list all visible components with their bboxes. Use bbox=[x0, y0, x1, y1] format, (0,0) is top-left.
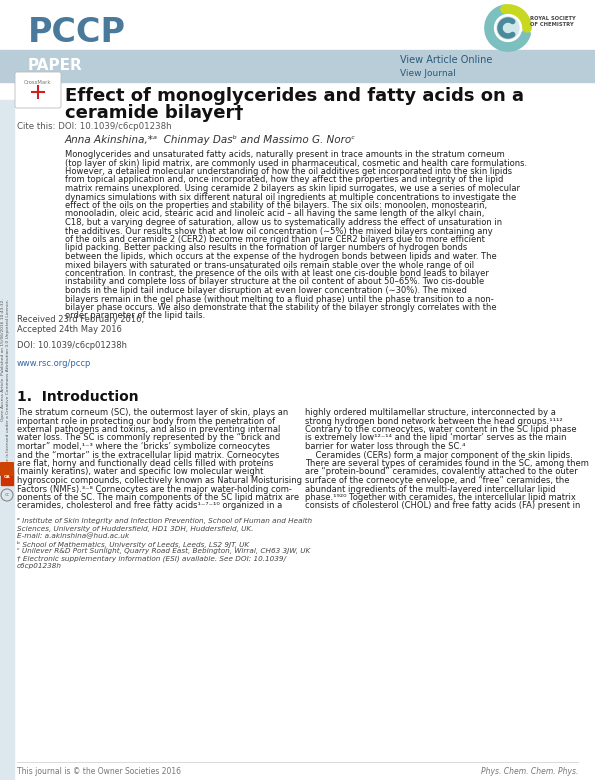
Bar bbox=[1, 469, 13, 485]
Text: This article is licensed under a Creative Commons Attribution 3.0 Unported Licen: This article is licensed under a Creativ… bbox=[7, 298, 11, 482]
Text: View Article Online: View Article Online bbox=[400, 55, 493, 66]
Text: are flat, horny and functionally dead cells filled with proteins: are flat, horny and functionally dead ce… bbox=[17, 459, 274, 468]
Text: and the “mortar” is the extracellular lipid matrix. Corneocytes: and the “mortar” is the extracellular li… bbox=[17, 451, 280, 459]
Text: E-mail: a.akinshina@hud.ac.uk: E-mail: a.akinshina@hud.ac.uk bbox=[17, 533, 129, 540]
Text: instability and complete loss of bilayer structure at the oil content of about 5: instability and complete loss of bilayer… bbox=[65, 278, 484, 286]
Text: View Journal: View Journal bbox=[400, 69, 456, 77]
Text: matrix remains unexplored. Using ceramide 2 bilayers as skin lipid surrogates, w: matrix remains unexplored. Using ceramid… bbox=[65, 184, 520, 193]
Text: This journal is © the Owner Societies 2016: This journal is © the Owner Societies 20… bbox=[17, 767, 181, 776]
Bar bbox=[0, 100, 14, 780]
Text: from topical application and, once incorporated, how they affect the properties : from topical application and, once incor… bbox=[65, 176, 503, 185]
Text: are “protein-bound” ceramides, covalently attached to the outer: are “protein-bound” ceramides, covalentl… bbox=[305, 467, 578, 477]
Bar bbox=[0, 50, 595, 82]
Text: mixed bilayers with saturated or trans-unsaturated oils remain stable over the w: mixed bilayers with saturated or trans-u… bbox=[65, 261, 474, 270]
Text: concentration. In contrast, the presence of the oils with at least one cis-doubl: concentration. In contrast, the presence… bbox=[65, 269, 489, 278]
Text: Ceramides (CERs) form a major component of the skin lipids.: Ceramides (CERs) form a major component … bbox=[305, 451, 573, 459]
Text: surface of the corneocyte envelope, and “free” ceramides, the: surface of the corneocyte envelope, and … bbox=[305, 476, 569, 485]
Text: ceramides, cholesterol and free fatty acids¹⁻⁷⁻¹⁰ organized in a: ceramides, cholesterol and free fatty ac… bbox=[17, 502, 282, 510]
Text: bilayer phase occurs. We also demonstrate that the stability of the bilayer stro: bilayer phase occurs. We also demonstrat… bbox=[65, 303, 497, 312]
Text: ᵇ School of Mathematics, University of Leeds, Leeds, LS2 9JT, UK: ᵇ School of Mathematics, University of L… bbox=[17, 541, 249, 548]
Text: highly ordered multilamellar structure, interconnected by a: highly ordered multilamellar structure, … bbox=[305, 408, 556, 417]
Text: order parameter of the lipid tails.: order parameter of the lipid tails. bbox=[65, 311, 205, 321]
Text: dynamics simulations with six different natural oil ingredients at multiple conc: dynamics simulations with six different … bbox=[65, 193, 516, 201]
Text: phase.¹⁹²⁰ Together with ceramides, the intercellular lipid matrix: phase.¹⁹²⁰ Together with ceramides, the … bbox=[305, 493, 576, 502]
Text: abundant ingredients of the multi-layered intercellular lipid: abundant ingredients of the multi-layere… bbox=[305, 484, 556, 494]
Text: (mainly keratins), water and specific low molecular weight: (mainly keratins), water and specific lo… bbox=[17, 467, 264, 477]
Text: Anna Akinshina,*ᵃ  Chinmay Dasᵇ and Massimo G. Noroᶜ: Anna Akinshina,*ᵃ Chinmay Dasᵇ and Massi… bbox=[65, 135, 356, 145]
Text: c6cp01238h: c6cp01238h bbox=[17, 563, 62, 569]
Text: Cite this: DOI: 10.1039/c6cp01238h: Cite this: DOI: 10.1039/c6cp01238h bbox=[17, 122, 171, 131]
Circle shape bbox=[497, 17, 519, 39]
Text: Factors (NMFs).³⁻⁸ Corneocytes are the major water-holding com-: Factors (NMFs).³⁻⁸ Corneocytes are the m… bbox=[17, 484, 292, 494]
Text: There are several types of ceramides found in the SC, among them: There are several types of ceramides fou… bbox=[305, 459, 589, 468]
Text: DOI: 10.1039/c6cp01238h: DOI: 10.1039/c6cp01238h bbox=[17, 341, 127, 350]
Text: bilayers remain in the gel phase (without melting to a fluid phase) until the ph: bilayers remain in the gel phase (withou… bbox=[65, 295, 494, 303]
Text: ponents of the SC. The main components of the SC lipid matrix are: ponents of the SC. The main components o… bbox=[17, 493, 299, 502]
Text: Contrary to the corneocytes, water content in the SC lipid phase: Contrary to the corneocytes, water conte… bbox=[305, 425, 577, 434]
Text: the additives. Our results show that at low oil concentration (∼5%) the mixed bi: the additives. Our results show that at … bbox=[65, 226, 493, 236]
Text: ceramide bilayer†: ceramide bilayer† bbox=[65, 104, 243, 122]
Text: between the lipids, which occurs at the expense of the hydrogen bonds between li: between the lipids, which occurs at the … bbox=[65, 252, 497, 261]
Text: external pathogens and toxins, and also in preventing internal: external pathogens and toxins, and also … bbox=[17, 425, 280, 434]
FancyBboxPatch shape bbox=[15, 72, 61, 108]
Text: Effect of monoglycerides and fatty acids on a: Effect of monoglycerides and fatty acids… bbox=[65, 87, 524, 105]
Text: of the oils and ceramide 2 (CER2) become more rigid than pure CER2 bilayers due : of the oils and ceramide 2 (CER2) become… bbox=[65, 235, 485, 244]
Text: ROYAL SOCIETY: ROYAL SOCIETY bbox=[530, 16, 576, 21]
Text: 1.  Introduction: 1. Introduction bbox=[17, 390, 139, 404]
Text: OA: OA bbox=[4, 475, 10, 479]
Text: (top layer of skin) lipid matrix, are commonly used in pharmaceutical, cosmetic : (top layer of skin) lipid matrix, are co… bbox=[65, 158, 527, 168]
Text: Accepted 24th May 2016: Accepted 24th May 2016 bbox=[17, 325, 122, 334]
Text: consists of cholesterol (CHOL) and free fatty acids (FA) present in: consists of cholesterol (CHOL) and free … bbox=[305, 502, 580, 510]
Text: The stratum corneum (SC), the outermost layer of skin, plays an: The stratum corneum (SC), the outermost … bbox=[17, 408, 288, 417]
Text: barrier for water loss through the SC.⁴: barrier for water loss through the SC.⁴ bbox=[305, 442, 465, 451]
Text: OF CHEMISTRY: OF CHEMISTRY bbox=[530, 22, 574, 27]
Text: water loss. The SC is commonly represented by the “brick and: water loss. The SC is commonly represent… bbox=[17, 434, 280, 442]
Text: Monoglycerides and unsaturated fatty acids, naturally present in trace amounts i: Monoglycerides and unsaturated fatty aci… bbox=[65, 150, 505, 159]
Text: important role in protecting our body from the penetration of: important role in protecting our body fr… bbox=[17, 417, 275, 426]
Text: ᶜ Unilever R&D Port Sunlight, Quarry Road East, Bebington, Wirral, CH63 3JW, UK: ᶜ Unilever R&D Port Sunlight, Quarry Roa… bbox=[17, 548, 310, 554]
Text: However, a detailed molecular understanding of how the oil additives get incorpo: However, a detailed molecular understand… bbox=[65, 167, 512, 176]
Text: bonds in the lipid tail induce bilayer disruption at even lower concentration (∼: bonds in the lipid tail induce bilayer d… bbox=[65, 286, 467, 295]
Text: mortar” model,¹⁻³ where the ‘bricks’ symbolize corneocytes: mortar” model,¹⁻³ where the ‘bricks’ sym… bbox=[17, 442, 270, 451]
Text: Phys. Chem. Chem. Phys.: Phys. Chem. Chem. Phys. bbox=[481, 767, 578, 776]
Text: Open Access Article. Published on 15/06/2016 10:43:32.: Open Access Article. Published on 15/06/… bbox=[2, 299, 5, 421]
Text: PCCP: PCCP bbox=[28, 16, 126, 48]
Text: Received 23rd February 2016,: Received 23rd February 2016, bbox=[17, 315, 144, 324]
Text: † Electronic supplementary information (ESI) available. See DOI: 10.1039/: † Electronic supplementary information (… bbox=[17, 555, 286, 562]
Bar bbox=[0, 0, 595, 80]
Text: lipid packing. Better packing also results in the formation of larger numbers of: lipid packing. Better packing also resul… bbox=[65, 243, 467, 253]
Text: hygroscopic compounds, collectively known as Natural Moisturising: hygroscopic compounds, collectively know… bbox=[17, 476, 302, 485]
Text: monooladin, oleic acid, stearic acid and linoleic acid – all having the same len: monooladin, oleic acid, stearic acid and… bbox=[65, 210, 484, 218]
Text: cc: cc bbox=[4, 492, 10, 498]
Text: ᵃ Institute of Skin Integrity and Infection Prevention, School of Human and Heal: ᵃ Institute of Skin Integrity and Infect… bbox=[17, 518, 312, 524]
Text: www.rsc.org/pccp: www.rsc.org/pccp bbox=[17, 359, 92, 368]
FancyBboxPatch shape bbox=[0, 462, 14, 476]
Text: strong hydrogen bond network between the head groups.¹¹¹²: strong hydrogen bond network between the… bbox=[305, 417, 563, 426]
Text: is extremely low¹²⁻¹⁴ and the lipid ‘mortar’ serves as the main: is extremely low¹²⁻¹⁴ and the lipid ‘mor… bbox=[305, 434, 566, 442]
Text: C18, but a varying degree of saturation, allow us to systematically address the : C18, but a varying degree of saturation,… bbox=[65, 218, 502, 227]
Text: CrossMark: CrossMark bbox=[24, 80, 52, 84]
Text: PAPER: PAPER bbox=[28, 58, 83, 73]
Text: Sciences, University of Huddersfield, HD1 3DH, Huddersfield, UK.: Sciences, University of Huddersfield, HD… bbox=[17, 526, 253, 532]
Text: effect of the oils on the properties and stability of the bilayers. The six oils: effect of the oils on the properties and… bbox=[65, 201, 487, 210]
